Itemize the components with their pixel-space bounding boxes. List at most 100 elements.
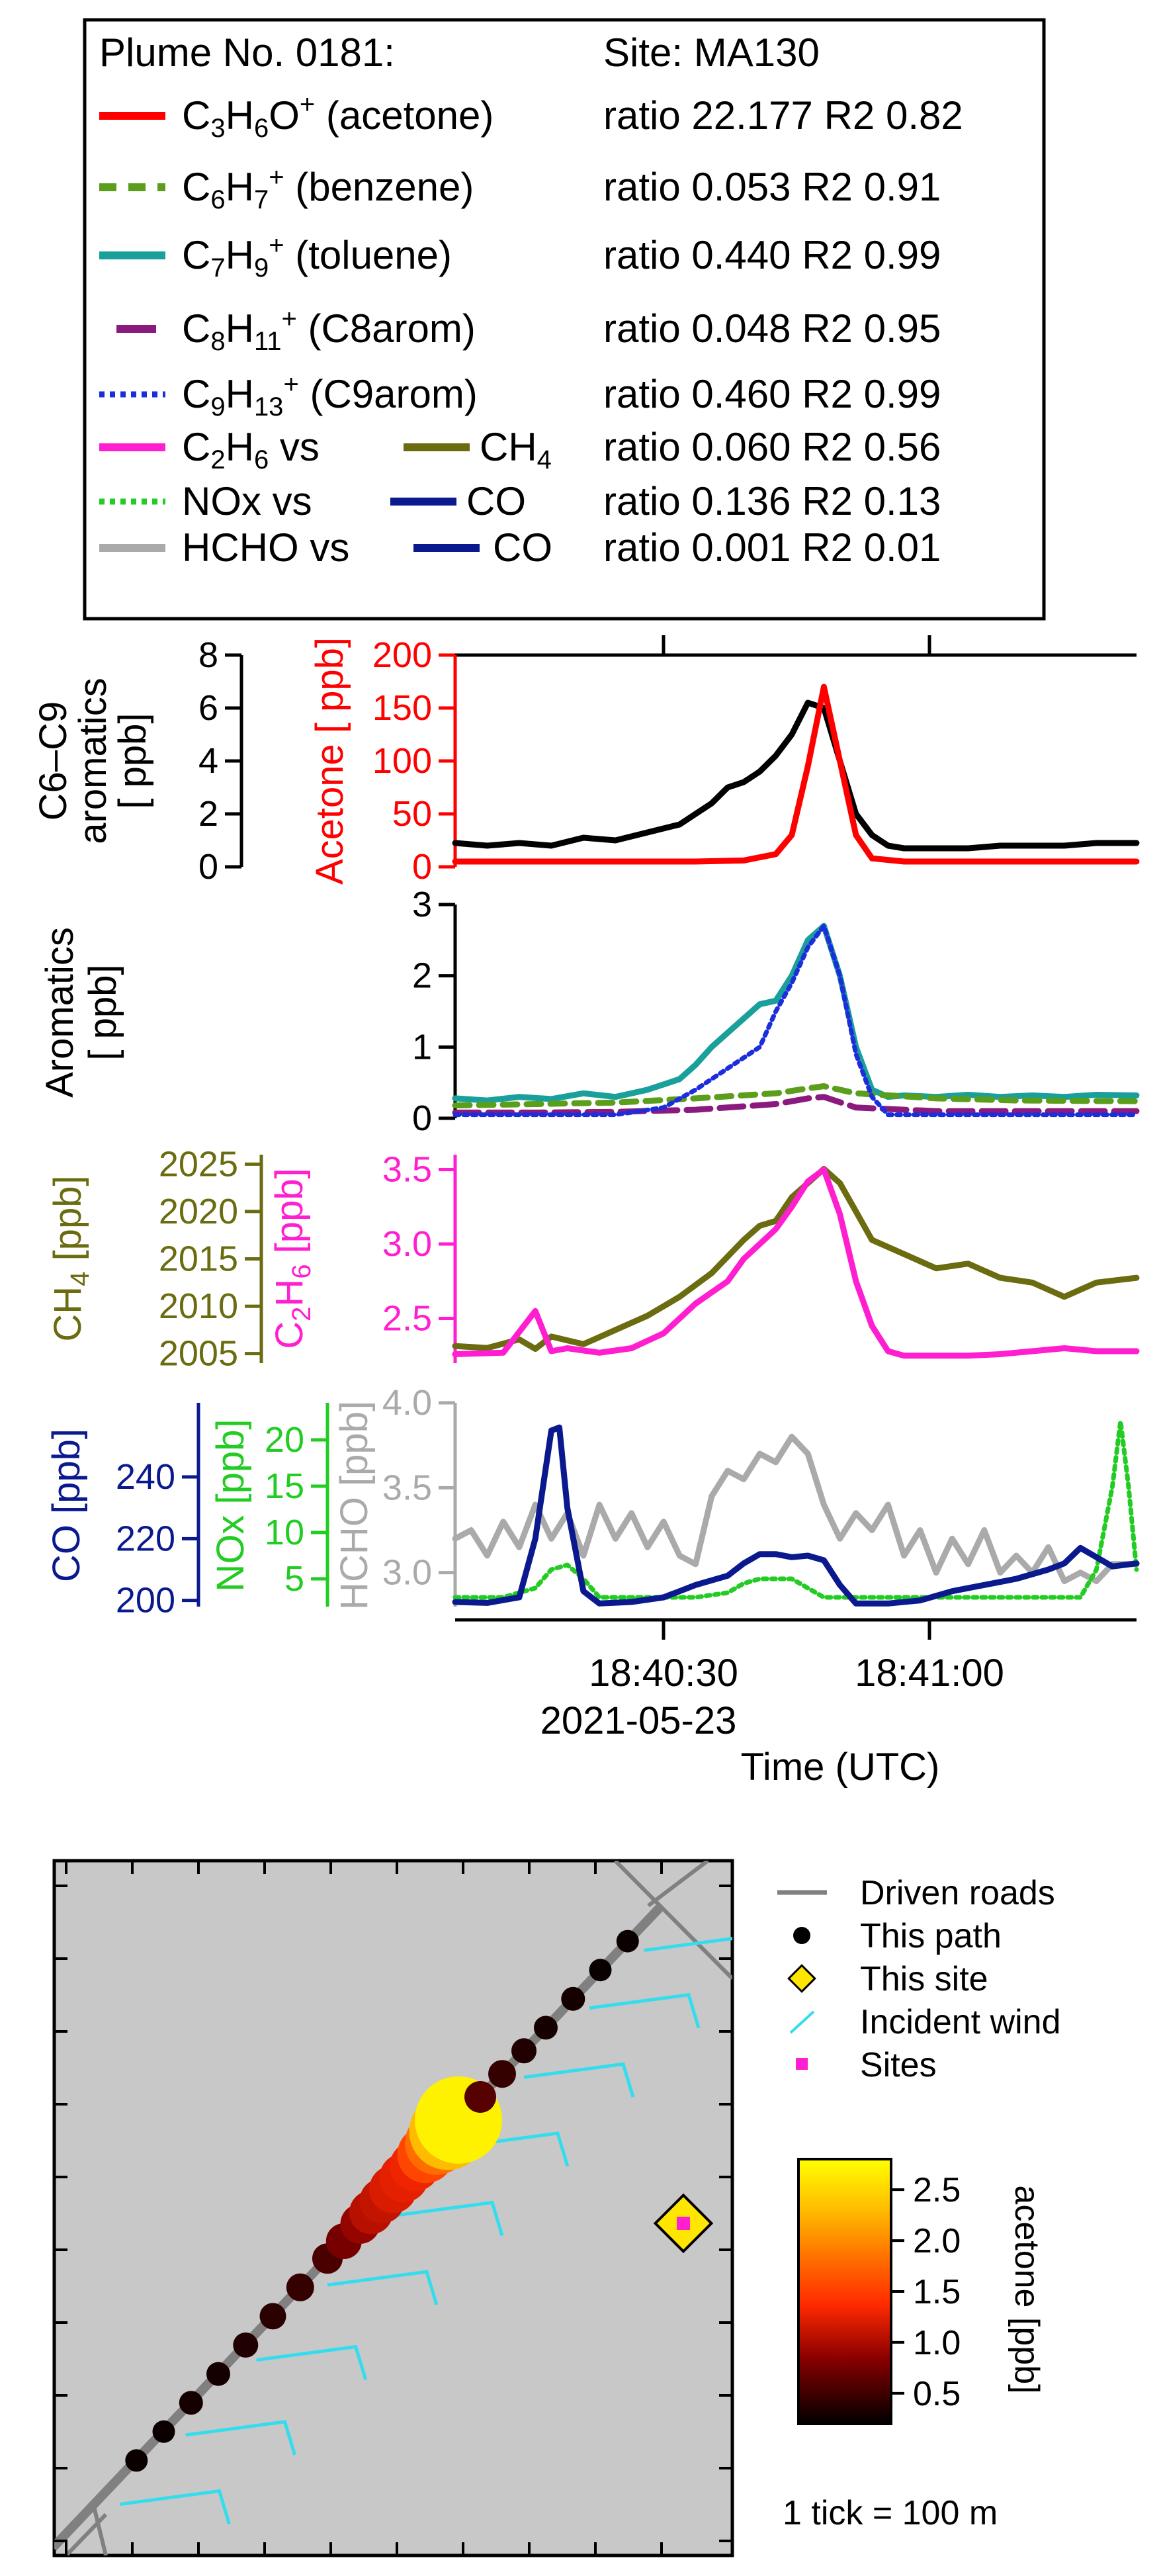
legend-sites: Sites <box>860 2046 937 2084</box>
map-axis-ticks <box>54 1861 732 2555</box>
panel-aromatics: 3 2 1 0 Aromatics [ ppb] <box>38 885 1140 1138</box>
wind-barb <box>327 2270 439 2305</box>
scale-note: 1 tick = 100 m <box>783 2494 998 2532</box>
panel3-ch4-tick-label-2: 2015 <box>159 1239 238 1279</box>
legend-ratio-7: ratio 0.001 R2 0.01 <box>603 525 941 570</box>
wind-barb <box>392 2200 504 2237</box>
legend-ratio-2: ratio 0.440 R2 0.99 <box>603 233 941 277</box>
path-point <box>286 2273 314 2301</box>
panel2-tick-label-1: 2 <box>412 956 432 996</box>
map-panel: Driven roads This path This site Inciden… <box>52 1859 1061 2557</box>
legend-wind-line <box>789 2010 815 2034</box>
panel1-left-tick-label-4: 0 <box>198 847 218 887</box>
legend-label-hcho: HCHO vs <box>182 525 349 570</box>
path-point <box>511 2038 537 2064</box>
legend-this-path: This path <box>860 1917 1002 1955</box>
legend-label-ethane: C2H6 vs <box>182 425 320 474</box>
panel4-hcho-tick-label-2: 3.0 <box>382 1553 432 1593</box>
panel4-co-label: CO [ppb] <box>45 1429 88 1582</box>
panel-ch4-c2h6: 2025 2020 2015 2010 2005 3.5 3.0 2.5 CH4 [ppb]… <box>46 1144 1140 1374</box>
panel3-c2h6-label: C2H6 [ppb] <box>268 1168 316 1349</box>
colorbar-tick-3: 1.0 <box>913 2324 961 2362</box>
colorbar-ticks: 2.5 2.0 1.5 1.0 0.5 <box>891 2171 961 2413</box>
wind-barb <box>589 1992 701 2029</box>
path-point <box>464 2081 496 2113</box>
series-acetone <box>452 684 1140 865</box>
panel3-ch4-tick-label-3: 2010 <box>159 1286 238 1326</box>
legend-ratio-4: ratio 0.460 R2 0.99 <box>603 372 941 416</box>
panel1-left-tick-label-0: 8 <box>198 635 218 675</box>
panel1-left-tick-label-1: 6 <box>198 688 218 728</box>
path-point <box>589 1959 612 1982</box>
legend-box: Plume No. 0181: Site: MA130 C3H6O+ (acet… <box>83 18 1046 621</box>
path-point <box>179 2391 203 2415</box>
legend-label-c8arom: C8H11+ (C8arom) <box>182 304 476 356</box>
panel1-right-label: Acetone [ ppb] <box>308 637 351 885</box>
colorbar-tick-0: 2.5 <box>913 2171 961 2209</box>
panel4-hcho-tick-label-1: 3.5 <box>382 1468 432 1507</box>
panel3-ch4-label: CH4 [ppb] <box>46 1175 95 1341</box>
path-point <box>233 2332 259 2358</box>
legend-driven-roads: Driven roads <box>860 1874 1055 1912</box>
legend-ratio-list: ratio 22.177 R2 0.82 ratio 0.053 R2 0.91 r… <box>603 93 963 570</box>
plume-number: Plume No. 0181: <box>99 30 395 75</box>
x-tick-label-2: 18:41:00 <box>855 1652 1004 1695</box>
path-points <box>125 1930 639 2472</box>
panel1-right-tick-label-3: 50 <box>392 794 432 834</box>
legend-incident-wind: Incident wind <box>860 2003 1061 2041</box>
legend-this-site-marker <box>787 1964 816 1993</box>
path-point <box>488 2060 516 2088</box>
panel3-ch4-ticks: 2025 2020 2015 2010 2005 <box>159 1144 261 1374</box>
panel3-c2h6-ticks: 3.5 3.0 2.5 <box>382 1150 455 1339</box>
site-marker <box>677 2217 690 2230</box>
panel2-tick-label-0: 3 <box>412 885 432 924</box>
wind-barb <box>523 2062 635 2098</box>
panel1-left-label-3: [ ppb] <box>111 713 154 809</box>
panel3-c2h6-tick-label-0: 3.5 <box>382 1150 432 1190</box>
path-point <box>534 2016 558 2040</box>
x-tick-label-1: 18:40:30 <box>589 1652 738 1695</box>
legend-ratio-5: ratio 0.060 R2 0.56 <box>603 425 941 469</box>
series-ch4 <box>452 1166 1140 1352</box>
map-content <box>54 1861 732 2555</box>
panel4-nox-tick-label-3: 5 <box>284 1559 304 1599</box>
panel2-label-2: [ ppb] <box>81 964 124 1060</box>
panel2-ticks: 3 2 1 0 <box>412 885 455 1138</box>
panel3-ch4-tick-label-1: 2020 <box>159 1192 238 1231</box>
panel4-co-tick-label-2: 200 <box>116 1581 175 1621</box>
panel1-right-tick-label-1: 150 <box>372 688 432 728</box>
legend-ratio-6: ratio 0.136 R2 0.13 <box>603 479 941 523</box>
path-point <box>561 1986 585 2011</box>
panel4-hcho-tick-label-0: 4.0 <box>382 1383 432 1423</box>
legend-ratio-3: ratio 0.048 R2 0.95 <box>603 306 941 351</box>
panel2-series <box>452 922 1140 1118</box>
series-benzene <box>452 1083 1140 1109</box>
colorbar-tick-4: 0.5 <box>913 2375 961 2413</box>
legend-ratio-1: ratio 0.053 R2 0.91 <box>603 165 941 209</box>
legend-label-acetone: C3H6O+ (acetone) <box>182 90 494 143</box>
road-side-4 <box>64 2512 108 2555</box>
panel-acetone-aromatics: 8 6 4 2 0 200 150 100 50 0 C6–C9 aromatics [ ppb… <box>32 635 1140 887</box>
wind-barb <box>644 1937 732 1952</box>
panel1-right-ticks: 200 150 100 50 0 <box>372 635 455 887</box>
colorbar-tick-1: 2.0 <box>913 2222 961 2260</box>
path-point <box>259 2303 286 2330</box>
panel2-tick-label-3: 0 <box>412 1098 432 1138</box>
panel1-left-ticks: 8 6 4 2 0 <box>198 635 241 887</box>
panel2-tick-label-2: 1 <box>412 1027 432 1067</box>
panel1-series <box>452 684 1140 865</box>
legend-sites-marker <box>796 2058 808 2070</box>
panel1-right-tick-label-0: 200 <box>372 635 432 675</box>
site-label: Site: MA130 <box>603 30 820 75</box>
road-side-2 <box>647 1861 709 1908</box>
series-c9arom <box>452 923 1139 1118</box>
panel1-right-tick-label-4: 0 <box>412 847 432 887</box>
legend-label-toluene: C7H9+ (toluene) <box>182 231 452 283</box>
colorbar <box>797 2158 892 2425</box>
panel3-series <box>452 1166 1140 1359</box>
panel4-co-tick-label-0: 240 <box>116 1457 175 1497</box>
panel4-nox-tick-label-1: 15 <box>265 1466 304 1506</box>
path-point <box>616 1930 639 1953</box>
colorbar-label: acetone [ppb] <box>1008 2185 1046 2393</box>
